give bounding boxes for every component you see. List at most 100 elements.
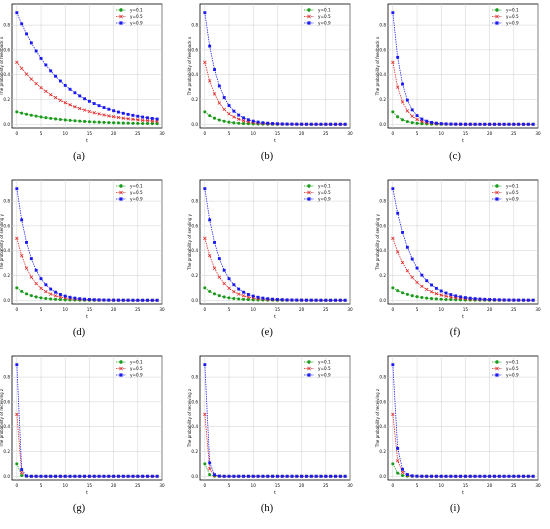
data-point — [232, 109, 236, 113]
data-point — [208, 289, 212, 293]
x-tick-label: 25 — [135, 483, 141, 488]
y-tick-label: 0.4 — [3, 424, 10, 429]
y-tick-label: 0.6 — [191, 399, 198, 404]
data-point — [307, 21, 311, 25]
data-point — [454, 294, 458, 298]
data-point — [19, 470, 24, 475]
y-axis-label: The probability of feedback x — [187, 36, 192, 96]
data-point — [439, 474, 443, 478]
data-point — [495, 190, 499, 195]
x-tick-label: 30 — [159, 131, 165, 136]
data-point — [141, 121, 145, 126]
data-point — [425, 119, 429, 123]
data-point — [141, 298, 145, 302]
data-point — [495, 21, 499, 25]
data-point — [314, 298, 318, 302]
data-point — [49, 474, 53, 478]
x-axis-label: t — [274, 314, 276, 320]
legend-label: y=0.1 — [130, 360, 143, 365]
y-axis-label: The probability of receiving z — [0, 389, 4, 448]
data-point — [405, 245, 409, 249]
x-tick-label: 30 — [347, 307, 353, 312]
x-tick-label: 0 — [392, 483, 395, 488]
data-point — [319, 474, 323, 478]
data-point — [126, 112, 130, 116]
legend-label: y=0.5 — [506, 366, 519, 371]
data-point — [119, 366, 123, 371]
data-point — [121, 116, 125, 120]
data-point — [19, 253, 24, 258]
data-point — [58, 474, 62, 478]
data-point — [25, 32, 28, 36]
data-point — [488, 298, 492, 301]
data-point — [246, 293, 250, 296]
data-point — [405, 98, 409, 102]
data-point — [430, 283, 433, 287]
data-point — [493, 122, 496, 126]
legend-label: y=0.9 — [506, 373, 519, 378]
data-point — [290, 122, 294, 126]
data-point — [246, 295, 251, 299]
data-point — [449, 295, 453, 299]
legend-label: y=0.5 — [130, 190, 143, 195]
x-tick-label: 25 — [511, 307, 517, 312]
plot-area — [387, 179, 539, 305]
data-point — [49, 287, 53, 291]
data-point — [29, 474, 33, 478]
data-point — [24, 112, 29, 116]
x-tick-label: 0 — [16, 131, 19, 136]
data-point — [150, 116, 154, 120]
data-point — [410, 121, 414, 125]
data-point — [15, 60, 19, 64]
chart-panel: 0 5 10 15 20 25 30 0.0 0.2 0.4 0.6 0.8 t The probabil… — [0, 355, 165, 514]
data-point — [314, 122, 318, 126]
data-point — [39, 296, 43, 300]
data-point — [295, 122, 299, 126]
data-point — [44, 289, 48, 294]
x-axis-label: t — [462, 490, 464, 496]
data-point — [449, 122, 453, 126]
data-point — [68, 474, 72, 478]
data-point — [526, 122, 530, 126]
data-point — [107, 107, 111, 111]
legend: y=0.1y=0.5 y=0.9 — [492, 360, 519, 378]
data-point — [63, 118, 67, 122]
series-line — [16, 364, 158, 477]
data-point — [242, 474, 245, 478]
data-point — [78, 297, 82, 301]
data-point — [531, 474, 535, 478]
data-point — [497, 122, 501, 126]
data-point — [112, 474, 116, 478]
data-point — [44, 116, 48, 120]
legend-label: y=0.9 — [506, 21, 519, 26]
data-point — [44, 474, 48, 478]
data-point — [405, 120, 409, 124]
data-point — [217, 101, 222, 105]
data-point — [285, 298, 289, 302]
plot-area — [11, 355, 163, 481]
data-point — [396, 289, 400, 293]
data-point — [121, 474, 125, 478]
data-point — [207, 253, 212, 258]
data-point — [517, 474, 521, 478]
x-tick-label: 10 — [439, 307, 445, 312]
data-point — [24, 72, 29, 76]
data-point — [434, 297, 438, 301]
y-tick-label: 0.2 — [3, 273, 10, 278]
x-tick-label: 25 — [511, 483, 517, 488]
data-point — [83, 119, 87, 123]
data-point — [463, 474, 467, 478]
panel-caption: (a) — [73, 151, 85, 162]
data-point — [15, 11, 19, 15]
data-point — [305, 298, 308, 302]
data-point — [261, 296, 265, 300]
data-point — [522, 474, 525, 478]
x-tick-label: 5 — [40, 131, 43, 136]
data-point — [87, 298, 91, 301]
x-tick-label: 10 — [439, 131, 445, 136]
y-tick-label: 0.6 — [379, 223, 386, 228]
legend: y=0.1y=0.5 y=0.9 — [116, 360, 143, 378]
legend-label: y=0.9 — [318, 21, 331, 26]
y-tick-label: 0.4 — [191, 248, 198, 253]
data-point — [305, 122, 308, 126]
